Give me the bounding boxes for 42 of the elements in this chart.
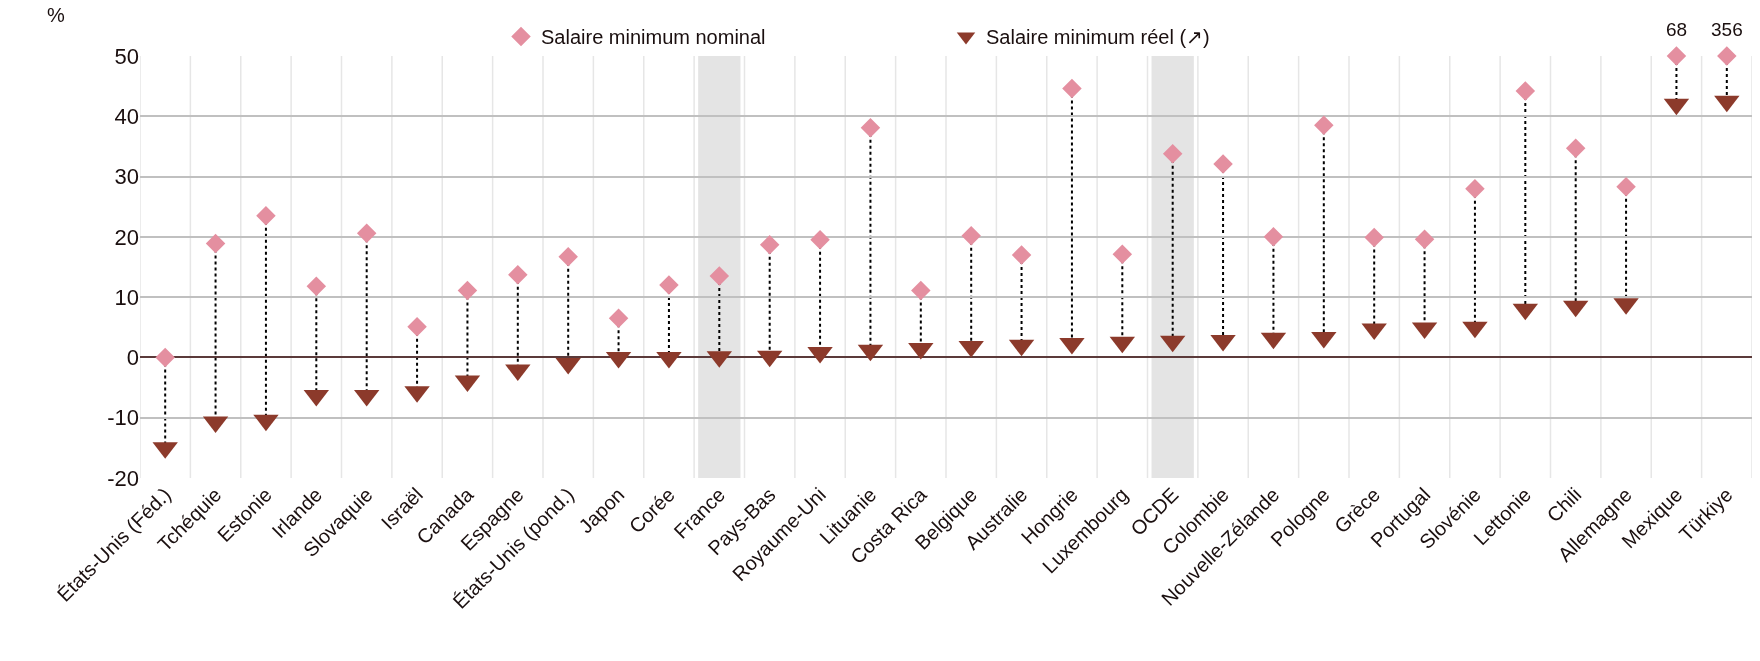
legend-label: Salaire minimum nominal	[541, 26, 766, 49]
y-tick-label: 10	[114, 284, 139, 310]
point	[860, 117, 881, 138]
point	[1616, 177, 1636, 197]
point	[1465, 178, 1485, 199]
point	[1515, 81, 1536, 101]
point	[659, 275, 679, 295]
point	[1314, 115, 1334, 136]
y-tick-label: -20	[107, 465, 139, 491]
legend-label: Salaire minimum réel (↗)	[986, 26, 1210, 49]
point	[709, 266, 730, 286]
y-axis-title: %	[47, 4, 65, 26]
y-tick-label: 0	[126, 345, 139, 371]
y-tick-label: 30	[114, 164, 139, 190]
point	[1112, 244, 1133, 265]
point	[1565, 138, 1586, 158]
point	[1011, 245, 1032, 265]
point	[1717, 46, 1737, 66]
y-tick-label: 20	[114, 224, 139, 250]
point	[306, 276, 327, 297]
point	[356, 223, 377, 243]
point	[205, 233, 226, 254]
y-tick-label: 50	[114, 43, 139, 69]
point	[457, 280, 478, 301]
point	[1162, 143, 1183, 164]
y-tick-label: -10	[107, 405, 139, 431]
point	[759, 234, 780, 255]
point	[508, 265, 528, 285]
annotation: 356	[1711, 19, 1743, 40]
point	[810, 230, 830, 250]
y-tick-label: 40	[114, 103, 139, 129]
point	[1364, 227, 1384, 248]
annotation: 68	[1666, 19, 1688, 40]
point	[1213, 154, 1233, 174]
point	[911, 280, 931, 301]
point	[1263, 227, 1284, 247]
point	[558, 247, 578, 267]
point	[1666, 46, 1687, 66]
point	[1414, 229, 1435, 250]
point	[961, 225, 981, 246]
point	[1062, 78, 1082, 99]
point	[256, 206, 276, 226]
